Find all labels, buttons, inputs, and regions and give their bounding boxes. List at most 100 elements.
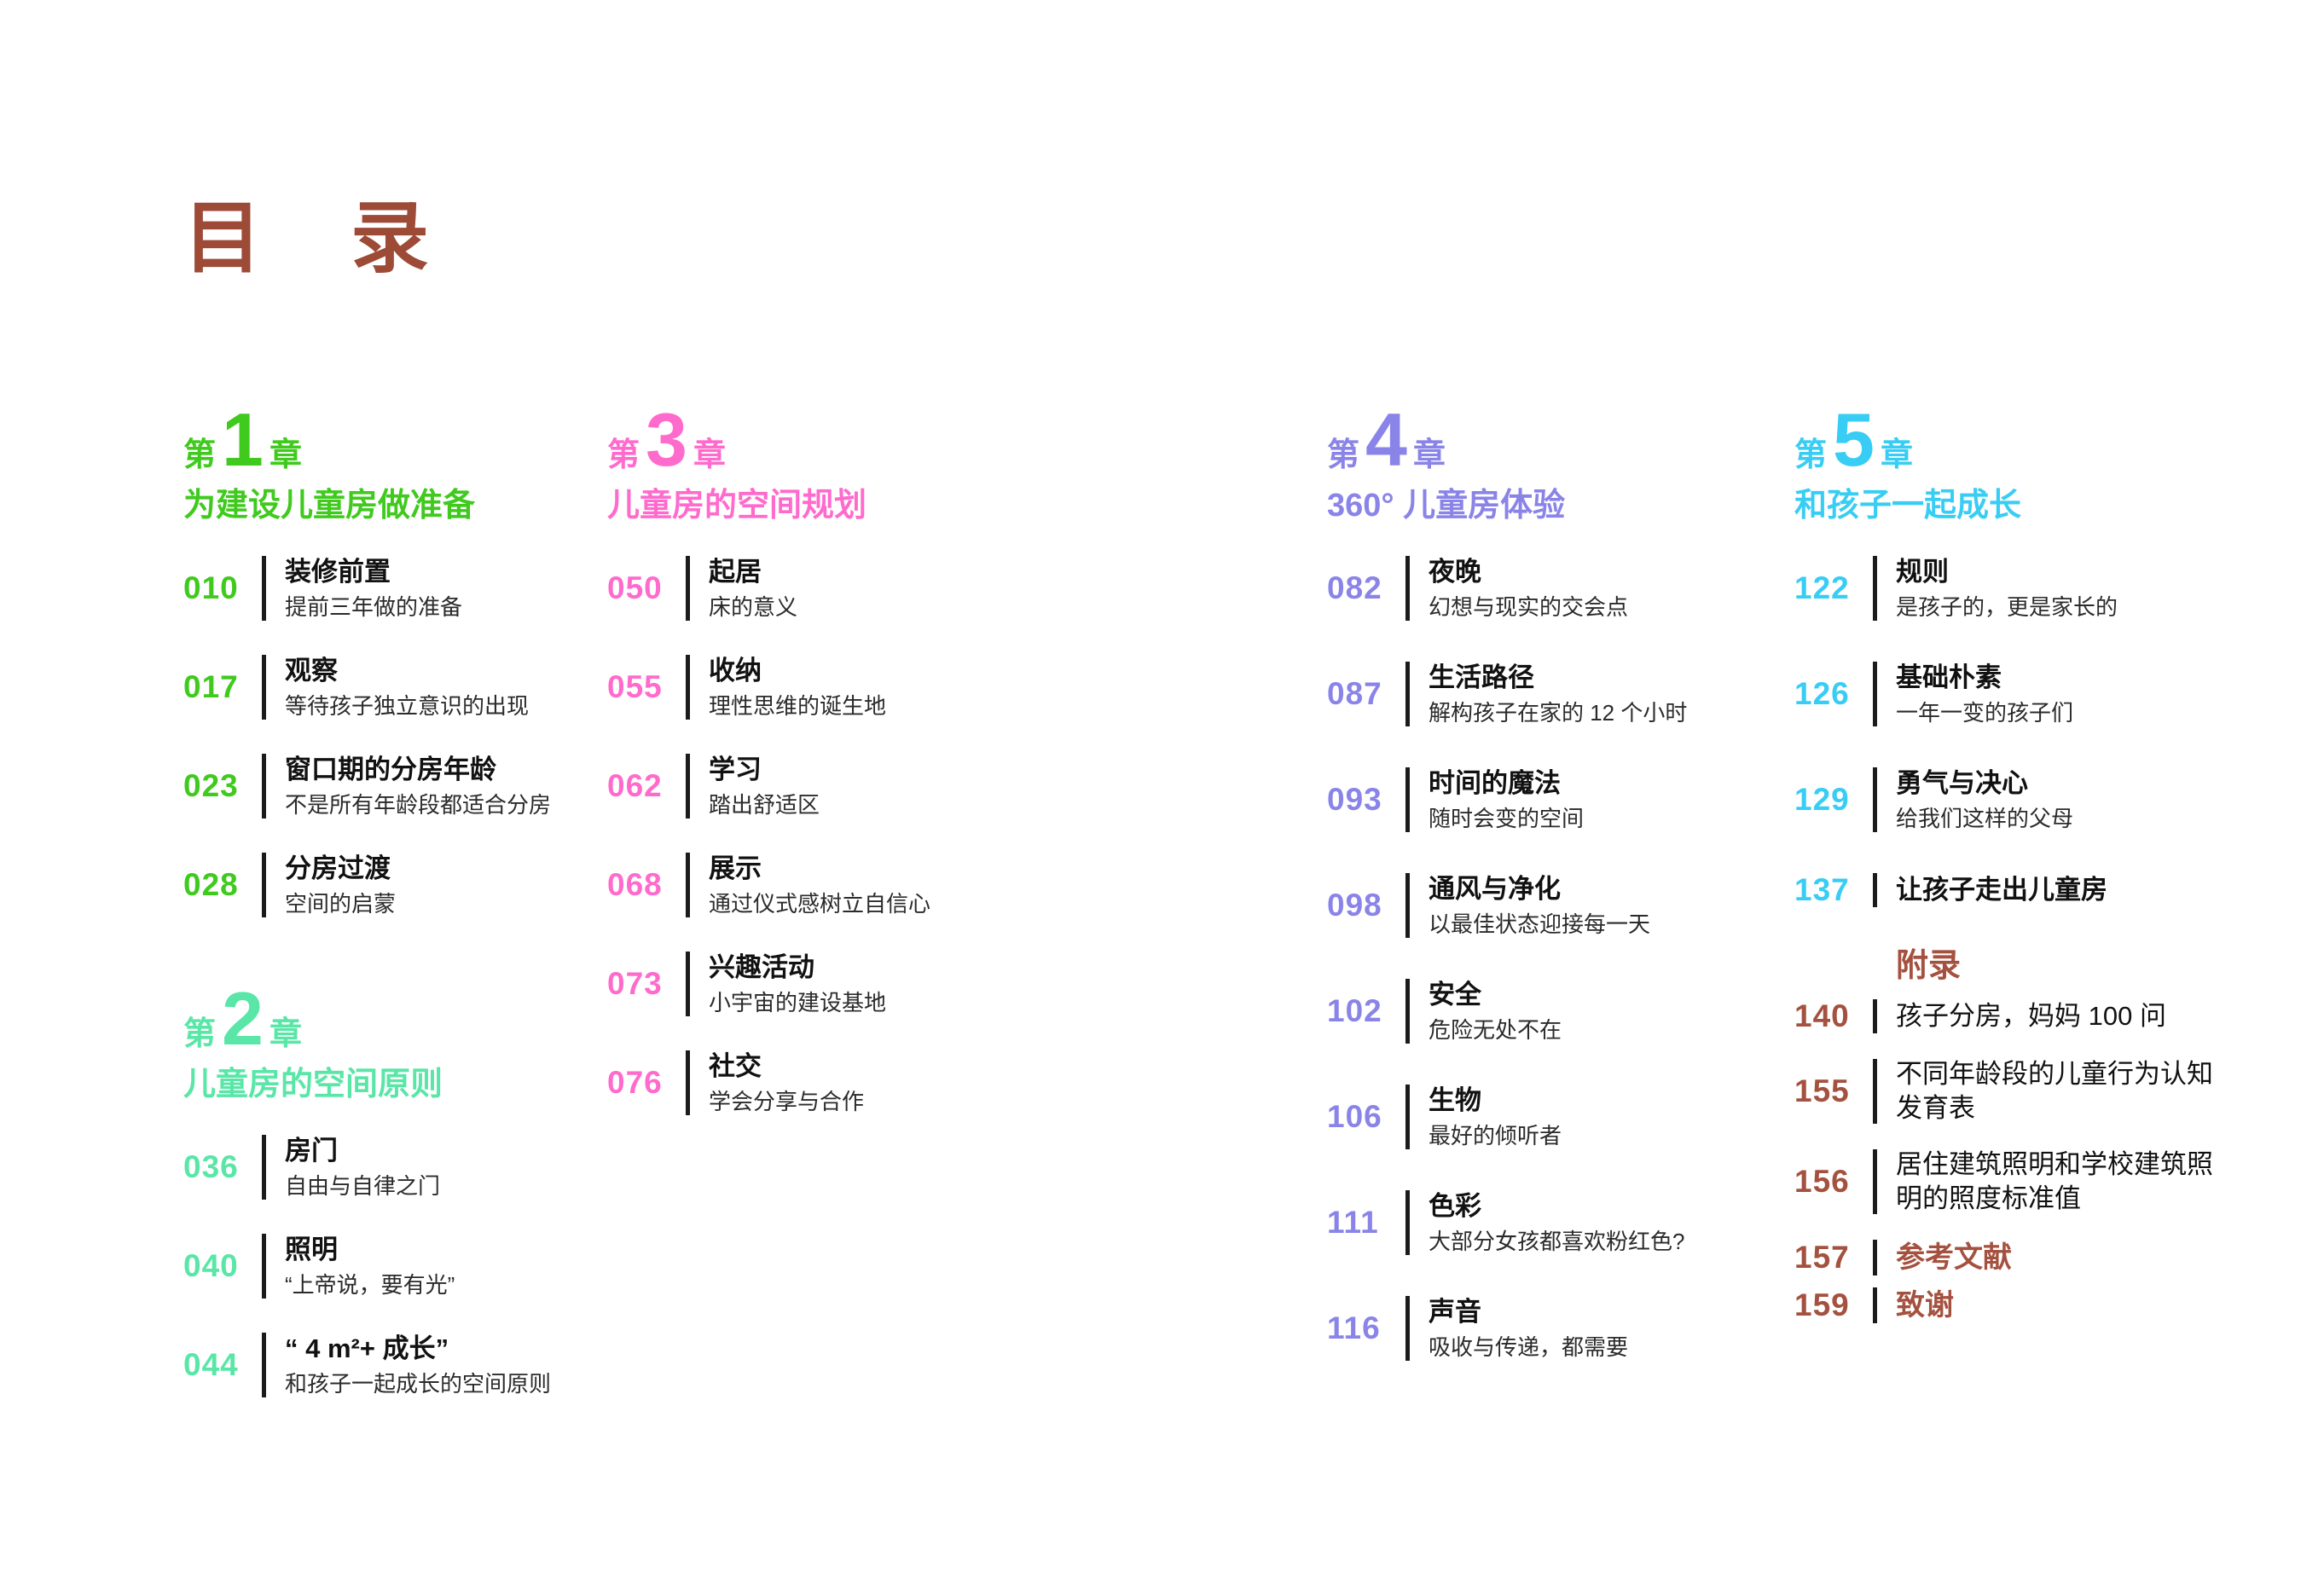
chapter-section: 第 5 章 和孩子一起成长 122 规则 是孩子的，更是家长的 126 基础朴素… (1794, 401, 2276, 909)
entry-text: 居住建筑照明和学校建筑照明的照度标准值 (1896, 1148, 2230, 1216)
entry-title: 声音 (1429, 1297, 1481, 1327)
toc-entry: 055 收纳 理性思维的诞生地 (607, 653, 1021, 721)
chapter-section: 第 4 章 360° 儿童房体验 082 夜晚 幻想与现实的交会点 087 生活… (1327, 401, 1775, 1362)
chapter-entries: 010 装修前置 提前三年做的准备 017 观察 等待孩子独立意识的出现 023… (183, 554, 597, 919)
entry-subtitle: 一年一变的孩子们 (1896, 700, 2074, 726)
chapter-header: 第 2 章 儿童房的空间原则 (183, 980, 597, 1104)
toc-entry: 076 社交 学会分享与合作 (607, 1049, 1021, 1117)
entry-title: 照明 (285, 1235, 338, 1264)
chapter-suffix: 章 (1880, 437, 1913, 473)
entry-text: 窗口期的分房年龄 不是所有年龄段都适合分房 (285, 752, 551, 820)
entry-title: 基础朴素 (1896, 662, 2002, 692)
entry-title: 色彩 (1429, 1191, 1481, 1221)
chapter-number-line: 第 3 章 (607, 401, 1021, 479)
entry-page-number: 159 (1794, 1287, 1850, 1322)
chapter-number-line: 第 5 章 (1794, 401, 2276, 479)
entry-divider-bar (686, 952, 690, 1016)
toc-entry: 122 规则 是孩子的，更是家长的 (1794, 554, 2276, 622)
entry-divider-bar (262, 853, 266, 917)
entry-divider-bar (686, 556, 690, 621)
entry-page-number: 040 (183, 1248, 239, 1283)
entry-subtitle: 是孩子的，更是家长的 (1896, 594, 2118, 620)
entry-subtitle: 提前三年做的准备 (285, 594, 463, 620)
chapter-header: 第 3 章 儿童房的空间规划 (607, 401, 1021, 525)
entry-page-number: 028 (183, 867, 239, 902)
entry-divider-bar (262, 754, 266, 819)
entry-divider-bar (262, 1234, 266, 1299)
entry-page-number: 157 (1794, 1240, 1850, 1275)
chapter-prefix: 第 (607, 437, 640, 473)
toc-column-2: 第 3 章 儿童房的空间规划 050 起居 床的意义 055 收纳 理性思维的诞… (607, 401, 1021, 1148)
toc-entry: 093 时间的魔法 随时会变的空间 (1327, 766, 1775, 834)
entry-divider-bar (1873, 767, 1877, 832)
entry-title: 房门 (285, 1136, 338, 1166)
toc-entry: 082 夜晚 幻想与现实的交会点 (1327, 554, 1775, 622)
entry-title: 参考文献 (1896, 1241, 2012, 1274)
chapter-prefix: 第 (1327, 437, 1360, 473)
toc-entry: 050 起居 床的意义 (607, 554, 1021, 622)
entry-divider-bar (1405, 1296, 1410, 1361)
entry-title: 让孩子走出儿童房 (1896, 875, 2107, 905)
entry-divider-bar (1873, 1149, 1877, 1214)
toc-entry: 028 分房过渡 空间的启蒙 (183, 851, 597, 919)
entry-text: 起居 床的意义 (709, 554, 797, 622)
entry-title: 通风与净化 (1429, 874, 1561, 904)
entry-divider-bar (1405, 556, 1410, 621)
entry-page-number: 050 (607, 570, 663, 605)
entry-subtitle: “上帝说，要有光” (285, 1272, 455, 1298)
entry-divider-bar (262, 1135, 266, 1200)
entry-text: 社交 学会分享与合作 (709, 1049, 864, 1117)
entry-title: 勇气与决心 (1896, 768, 2028, 798)
entry-text: 通风与净化 以最佳状态迎接每一天 (1429, 871, 1650, 940)
entry-page-number: 017 (183, 669, 239, 704)
entry-page-number: 073 (607, 966, 663, 1001)
entry-divider-bar (686, 1050, 690, 1115)
page-title: 目 录 (183, 195, 435, 282)
entry-subtitle: 和孩子一起成长的空间原则 (285, 1371, 552, 1397)
entry-text: 生活路径 解构孩子在家的 12 个小时 (1429, 660, 1687, 728)
entry-divider-bar (1405, 873, 1410, 938)
chapter-entries: 122 规则 是孩子的，更是家长的 126 基础朴素 一年一变的孩子们 129 … (1794, 554, 2276, 909)
chapter-section: 第 1 章 为建设儿童房做准备 010 装修前置 提前三年做的准备 017 观察… (183, 401, 597, 919)
entry-page-number: 010 (183, 570, 239, 605)
entry-text: “ 4 m²+ 成长” 和孩子一起成长的空间原则 (285, 1331, 551, 1399)
entry-subtitle: 幻想与现实的交会点 (1429, 594, 1629, 620)
entry-divider-bar (686, 754, 690, 819)
entry-page-number: 068 (607, 867, 663, 902)
chapter-title: 儿童房的空间规划 (607, 488, 867, 524)
entry-divider-bar (1873, 999, 1877, 1033)
chapter-title: 360° 儿童房体验 (1327, 488, 1566, 524)
entry-page-number: 155 (1794, 1073, 1850, 1108)
entry-text: 基础朴素 一年一变的孩子们 (1896, 660, 2073, 728)
appendix-entries: 140 孩子分房，妈妈 100 问 155 不同年龄段的儿童行为认知发育表 15… (1794, 998, 2276, 1325)
entry-page-number: 093 (1327, 782, 1382, 817)
entry-subtitle: 床的意义 (709, 594, 798, 620)
toc-column-1: 第 1 章 为建设儿童房做准备 010 装修前置 提前三年做的准备 017 观察… (183, 401, 597, 1430)
entry-page-number: 098 (1327, 888, 1382, 923)
entry-page-number: 055 (607, 669, 663, 704)
entry-text: 夜晚 幻想与现实的交会点 (1429, 554, 1628, 622)
entry-title: 生物 (1429, 1085, 1481, 1115)
entry-subtitle: 解构孩子在家的 12 个小时 (1429, 700, 1688, 726)
toc-entry: 073 兴趣活动 小宇宙的建设基地 (607, 950, 1021, 1018)
entry-text: 房门 自由与自律之门 (285, 1133, 440, 1201)
entry-subtitle: 不是所有年龄段都适合分房 (285, 792, 552, 818)
chapter-entries: 082 夜晚 幻想与现实的交会点 087 生活路径 解构孩子在家的 12 个小时… (1327, 554, 1775, 1362)
entry-title: 社交 (709, 1051, 762, 1081)
appendix-header: 附录 (1896, 948, 1962, 984)
chapter-entries: 050 起居 床的意义 055 收纳 理性思维的诞生地 062 学习 踏出舒适区… (607, 554, 1021, 1117)
entry-text: 规则 是孩子的，更是家长的 (1896, 554, 2118, 622)
toc-entry: 126 基础朴素 一年一变的孩子们 (1794, 660, 2276, 728)
entry-page-number: 137 (1794, 872, 1850, 907)
entry-page-number: 102 (1327, 993, 1382, 1028)
chapter-suffix: 章 (693, 437, 726, 473)
entry-title: 生活路径 (1429, 662, 1534, 692)
entry-title: 分房过渡 (285, 853, 391, 883)
entry-divider-bar (1873, 1287, 1877, 1323)
entry-subtitle: 给我们这样的父母 (1896, 806, 2074, 831)
entry-divider-bar (1405, 1190, 1410, 1255)
toc-entry: 159 致谢 (1794, 1286, 2276, 1325)
entry-text: 孩子分房，妈妈 100 问 (1896, 999, 2230, 1033)
entry-title: 时间的魔法 (1429, 768, 1561, 798)
chapter-title: 为建设儿童房做准备 (183, 488, 476, 524)
